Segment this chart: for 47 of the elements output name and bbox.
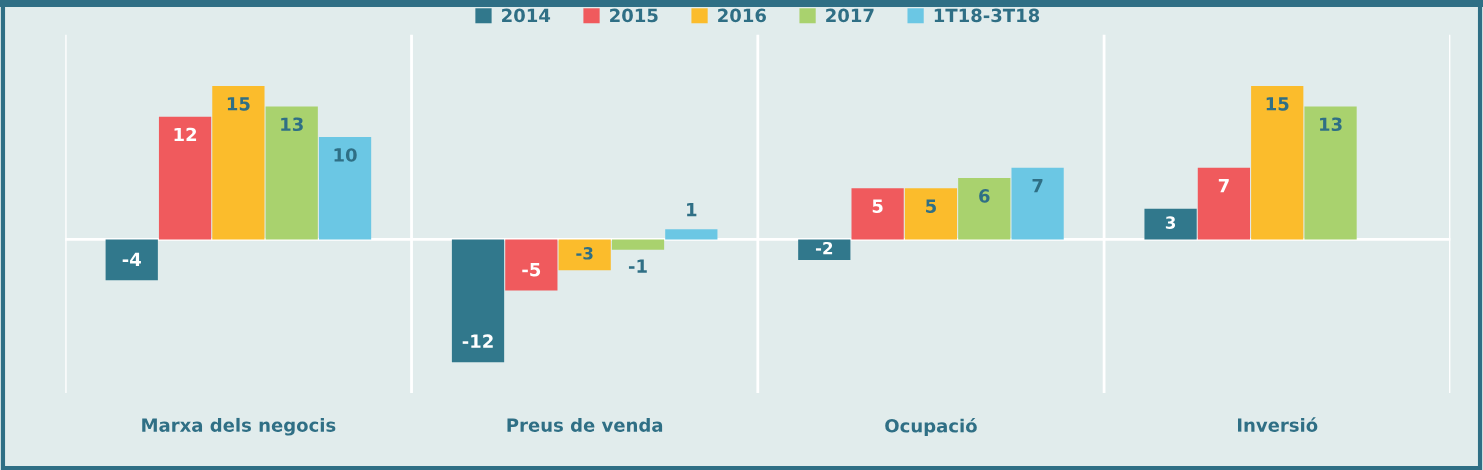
- x-tick-label: Preus de venda: [507, 417, 663, 432]
- data-label: 10: [334, 148, 357, 162]
- bar: [1197, 167, 1251, 240]
- data-label: 7: [1032, 179, 1043, 193]
- x-tick-label: Inversió: [1237, 417, 1318, 432]
- data-label: 15: [1266, 97, 1289, 111]
- data-label: 3: [1165, 216, 1176, 229]
- data-label: 13: [1320, 117, 1342, 132]
- bar: [665, 229, 718, 240]
- bar: [1304, 106, 1357, 240]
- bar: [611, 239, 665, 250]
- data-label: 15: [227, 97, 250, 111]
- data-label: -2: [815, 241, 833, 255]
- data-label: 12: [174, 127, 197, 142]
- bar: [212, 85, 265, 240]
- bar: [904, 188, 958, 240]
- bar: [158, 116, 212, 240]
- bar: [1011, 167, 1064, 240]
- legend-label: 2017: [826, 8, 874, 23]
- x-tick-label: Marxa dels negocis: [142, 417, 336, 436]
- legend-label: 2014: [502, 8, 551, 23]
- bar: [451, 239, 505, 363]
- bar: [105, 239, 158, 281]
- bar: [958, 178, 1011, 240]
- data-label: 1: [687, 202, 697, 217]
- bar: [265, 106, 318, 240]
- legend-label: 2015: [610, 8, 658, 23]
- data-label: 5: [872, 199, 883, 213]
- bar: [798, 239, 851, 260]
- data-label: -1: [628, 259, 647, 273]
- bar: [318, 137, 372, 240]
- bar: [558, 239, 611, 271]
- legend-label: 1T18-3T18: [934, 8, 1040, 23]
- data-label: 6: [979, 189, 990, 203]
- bar: [1144, 208, 1197, 240]
- data-label: -3: [576, 247, 593, 260]
- x-tick-label: Ocupació: [885, 417, 977, 437]
- data-label: -12: [462, 334, 493, 348]
- data-label: 5: [926, 199, 936, 213]
- data-label: 7: [1218, 179, 1229, 193]
- data-label: -5: [522, 262, 541, 277]
- legend-label: 2016: [718, 8, 766, 23]
- data-label: 13: [281, 117, 303, 132]
- data-label: -4: [122, 252, 141, 266]
- bar: [1251, 85, 1304, 240]
- bar: [851, 188, 904, 240]
- bar: [505, 239, 558, 291]
